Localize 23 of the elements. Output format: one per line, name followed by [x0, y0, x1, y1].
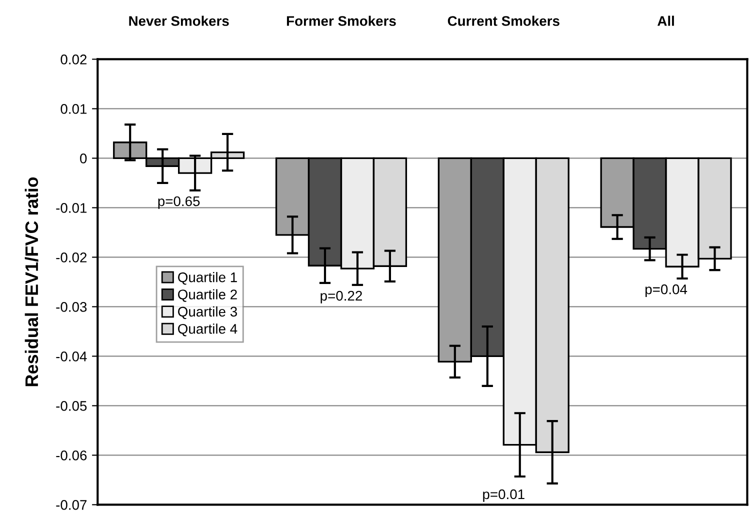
- y-tick-label: -0.01: [56, 203, 87, 213]
- y-tick-label: -0.02: [56, 252, 87, 262]
- legend-label: Quartile 2: [178, 289, 237, 302]
- x-tick-label: All: [658, 16, 674, 26]
- y-tick-label: 0.02: [60, 54, 87, 64]
- annotation: p=0.65: [158, 196, 200, 209]
- x-tick-label: Never Smokers: [129, 16, 229, 26]
- y-tick-label: -0.05: [56, 401, 87, 411]
- y-tick-label: -0.03: [56, 302, 87, 312]
- y-tick-label: 0: [80, 154, 87, 164]
- y-tick-label: -0.06: [56, 450, 87, 460]
- y-axis-title: Residual FEV1/FVC ratio: [24, 177, 38, 386]
- x-tick-label: Former Smokers: [286, 16, 396, 26]
- annotation: p=0.22: [320, 290, 362, 304]
- legend-label: Quartile 4: [178, 324, 238, 336]
- annotation: p=0.04: [646, 284, 688, 297]
- y-tick-label: -0.07: [56, 500, 87, 510]
- legend-label: Quartile 3: [178, 306, 237, 320]
- y-tick-label: -0.04: [56, 352, 87, 362]
- y-tick-label: 0.01: [60, 104, 87, 114]
- x-tick-label: Current Smokers: [448, 16, 560, 26]
- legend-label: Quartile 1: [178, 272, 237, 285]
- annotation: p=0.01: [483, 489, 524, 502]
